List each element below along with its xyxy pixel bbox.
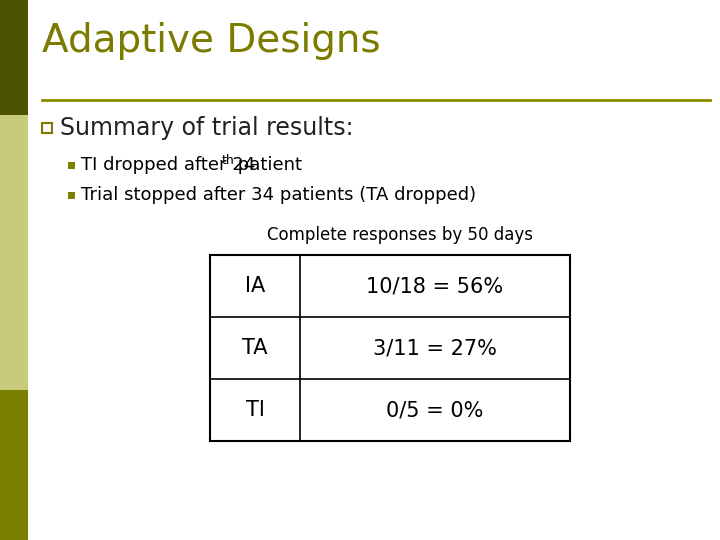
Bar [0, 390, 28, 540]
Bar [0, 0, 28, 115]
Text: TI dropped after 24: TI dropped after 24 [81, 156, 256, 174]
Bar [210, 255, 570, 441]
Bar [68, 161, 75, 168]
Text: 3/11 = 27%: 3/11 = 27% [373, 338, 497, 358]
Text: Complete responses by 50 days: Complete responses by 50 days [267, 226, 533, 244]
Bar [68, 192, 75, 199]
Text: Adaptive Designs: Adaptive Designs [42, 22, 381, 60]
Text: Trial stopped after 34 patients (TA dropped): Trial stopped after 34 patients (TA drop… [81, 186, 476, 204]
Text: TA: TA [242, 338, 268, 358]
Text: th: th [222, 153, 234, 166]
Bar [0, 115, 28, 390]
Text: 0/5 = 0%: 0/5 = 0% [387, 400, 484, 420]
Text: Summary of trial results:: Summary of trial results: [60, 116, 354, 140]
Text: TI: TI [246, 400, 264, 420]
Bar [42, 123, 52, 133]
Text: patient: patient [233, 156, 302, 174]
Text: 10/18 = 56%: 10/18 = 56% [366, 276, 503, 296]
Text: IA: IA [245, 276, 265, 296]
